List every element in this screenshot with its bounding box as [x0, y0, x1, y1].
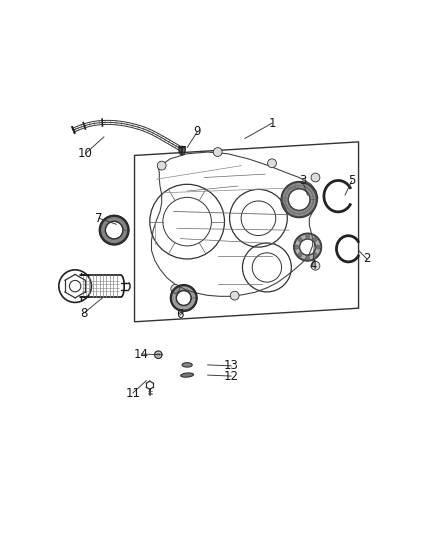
Circle shape [298, 253, 302, 257]
Text: 14: 14 [134, 348, 149, 360]
Text: 2: 2 [363, 253, 371, 265]
Text: 10: 10 [78, 147, 93, 160]
Circle shape [179, 149, 185, 155]
Text: 1: 1 [268, 117, 276, 130]
Text: 3: 3 [299, 174, 306, 188]
Text: 6: 6 [177, 309, 184, 321]
Circle shape [306, 256, 310, 260]
Text: 9: 9 [194, 125, 201, 138]
Circle shape [155, 351, 162, 358]
Circle shape [298, 237, 302, 241]
Text: 12: 12 [224, 369, 239, 383]
Ellipse shape [181, 373, 194, 377]
Circle shape [230, 291, 239, 300]
Ellipse shape [182, 362, 192, 367]
Text: 5: 5 [348, 174, 356, 188]
Circle shape [157, 161, 166, 170]
Text: 7: 7 [95, 212, 102, 225]
Text: 8: 8 [80, 307, 87, 320]
Circle shape [311, 173, 320, 182]
Circle shape [313, 237, 318, 241]
Circle shape [179, 146, 185, 153]
Text: 11: 11 [125, 386, 140, 400]
Circle shape [171, 285, 180, 293]
Circle shape [157, 353, 159, 356]
Circle shape [317, 245, 321, 249]
Text: 4: 4 [309, 259, 317, 272]
Circle shape [313, 253, 318, 257]
Text: 13: 13 [224, 359, 239, 373]
Circle shape [213, 148, 222, 157]
Circle shape [295, 245, 299, 249]
Circle shape [306, 234, 310, 238]
Circle shape [268, 159, 276, 168]
Circle shape [311, 261, 320, 270]
